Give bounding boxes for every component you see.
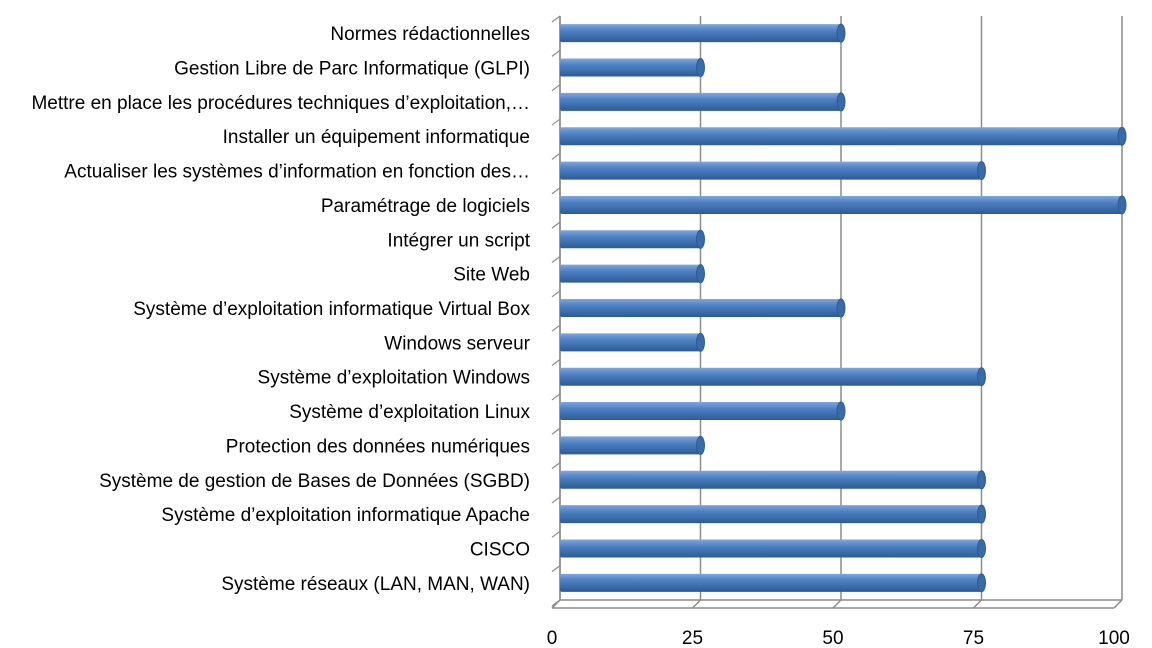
x-tick-label: 25: [682, 628, 703, 648]
y-axis-tick: [551, 427, 561, 435]
category-label: Paramétrage de logiciels: [321, 196, 530, 217]
category-label: Intégrer un script: [387, 230, 530, 251]
y-axis-tick: [551, 462, 561, 470]
floor-tick: [691, 599, 702, 609]
bar: [560, 264, 701, 283]
category-label: Mettre en place les procédures technique…: [31, 93, 530, 114]
bar: [560, 539, 982, 558]
category-label: Système d’exploitation informatique Apac…: [161, 505, 530, 526]
bar: [560, 573, 982, 592]
category-label: Système d’exploitation Windows: [258, 368, 530, 389]
bar-end-cap: [696, 435, 705, 455]
category-label: CISCO: [470, 539, 530, 560]
bar: [560, 333, 701, 352]
y-axis-tick: [551, 290, 561, 298]
y-axis-tick: [551, 599, 561, 607]
bar-end-cap: [1117, 195, 1127, 215]
category-label: Protection des données numériques: [226, 436, 530, 457]
bar: [560, 195, 1122, 214]
bar: [560, 299, 841, 317]
x-tick-labels: 0 25 50 75 100: [547, 628, 1130, 648]
category-label: Gestion Libre de Parc Informatique (GLPI…: [174, 59, 530, 80]
bar-end-cap: [696, 58, 705, 78]
bar-end-cap: [1117, 126, 1127, 146]
x-tick-label: 0: [547, 628, 558, 648]
bar-end-cap: [696, 332, 705, 352]
category-label: Installer un équipement informatique: [223, 127, 530, 148]
category-label: Actualiser les systèmes d’information en…: [64, 162, 530, 183]
x-tick-label: 75: [963, 628, 984, 648]
y-axis-tick: [551, 324, 561, 332]
category-label: Système réseaux (LAN, MAN, WAN): [221, 574, 530, 595]
x-tick-label: 100: [1098, 628, 1130, 648]
bar-end-cap: [836, 401, 846, 421]
category-label: Système de gestion de Bases de Données (…: [99, 471, 530, 492]
bar-end-cap: [977, 573, 986, 593]
category-label: Système d’exploitation Linux: [289, 402, 530, 423]
bar-end-cap: [977, 504, 986, 524]
category-label: Système d’exploitation informatique Virt…: [133, 299, 530, 320]
y-axis-tick: [551, 15, 561, 23]
bar-end-cap: [836, 92, 846, 112]
x-tick-label: 50: [822, 628, 843, 648]
bar: [560, 127, 1122, 146]
bar-end-cap: [836, 23, 846, 43]
floor-tick: [1113, 599, 1123, 609]
y-axis-tick: [551, 152, 561, 160]
y-axis-tick: [551, 187, 561, 195]
y-axis-tick: [551, 496, 561, 504]
category-label: Normes rédactionnelles: [330, 24, 530, 45]
bar: [560, 367, 982, 386]
bar: [560, 505, 982, 524]
bar: [560, 58, 701, 77]
category-label: Site Web: [453, 265, 530, 286]
bar: [560, 230, 701, 249]
bar-end-cap: [836, 298, 846, 318]
y-axis-tick: [551, 255, 561, 263]
category-label: Windows serveur: [384, 333, 530, 354]
bar: [560, 470, 982, 489]
bar-end-cap: [977, 470, 986, 490]
bar-end-cap: [977, 161, 986, 181]
y-axis-tick: [551, 221, 561, 229]
bar-end-cap: [696, 229, 705, 249]
bar-end-cap: [977, 538, 986, 558]
y-axis-tick: [551, 359, 561, 367]
y-axis-tick: [551, 84, 561, 92]
bar: [560, 161, 982, 180]
bar-end-cap: [977, 367, 986, 387]
y-axis-tick: [551, 49, 561, 57]
bar: [560, 436, 701, 455]
bar: [560, 402, 841, 421]
floor-tick: [972, 599, 983, 609]
bar: [560, 24, 841, 43]
bar-end-cap: [696, 264, 705, 284]
y-axis-tick: [551, 393, 561, 401]
y-axis-tick: [551, 565, 561, 573]
y-axis-tick: [551, 118, 561, 126]
bar: [560, 92, 841, 111]
y-axis-tick: [551, 530, 561, 538]
floor-tick: [832, 599, 842, 609]
bars: [560, 23, 1127, 593]
category-labels: Normes rédactionnelles Gestion Libre de P…: [31, 24, 530, 595]
